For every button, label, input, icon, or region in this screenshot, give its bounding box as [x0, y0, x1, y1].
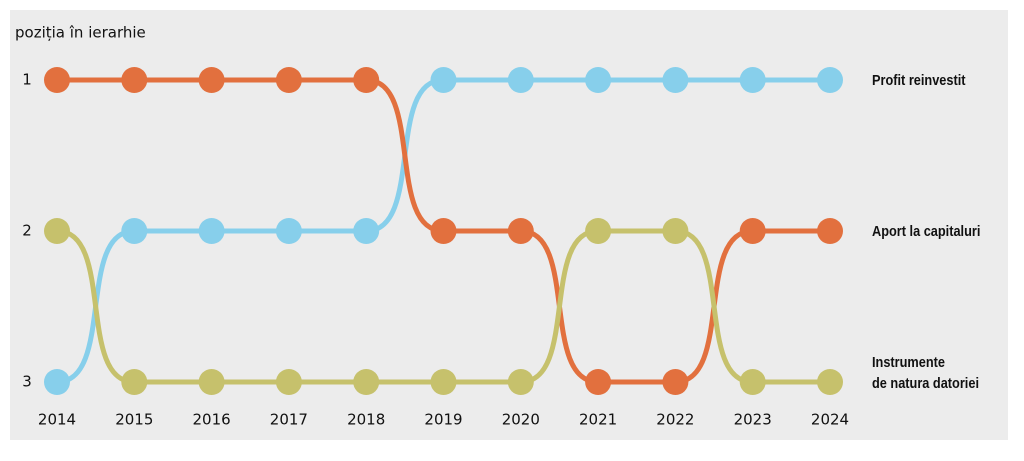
point [198, 67, 225, 93]
y-tick-label: 1 [22, 71, 32, 89]
point [44, 218, 70, 244]
series-label: Aport la capitaluri [872, 222, 981, 240]
x-tick-label: 2017 [270, 411, 308, 429]
point [430, 369, 457, 395]
point [507, 67, 534, 93]
x-tick-label: 2024 [811, 411, 849, 429]
point [662, 369, 689, 395]
point [507, 369, 534, 395]
point [198, 218, 225, 244]
y-tick-label: 3 [22, 373, 32, 391]
series-label: Profit reinvestit [872, 71, 966, 89]
point [275, 218, 302, 244]
x-tick-label: 2020 [502, 411, 540, 429]
x-tick-label: 2022 [656, 411, 694, 429]
x-tick-label: 2015 [115, 411, 153, 429]
x-tick-label: 2014 [38, 411, 76, 429]
point [198, 369, 225, 395]
point [121, 67, 148, 93]
point [44, 369, 70, 395]
point [507, 218, 534, 244]
x-tick-label: 2023 [734, 411, 772, 429]
point [121, 369, 148, 395]
point [585, 369, 612, 395]
x-tick-label: 2018 [347, 411, 385, 429]
point [44, 67, 70, 93]
point [817, 218, 843, 244]
point [275, 369, 302, 395]
point [353, 369, 380, 395]
point [585, 67, 612, 93]
x-tick-label: 2016 [193, 411, 231, 429]
point [585, 218, 612, 244]
point [662, 218, 689, 244]
point [275, 67, 302, 93]
point [430, 218, 457, 244]
point [430, 67, 457, 93]
y-tick-label: 2 [22, 222, 32, 240]
point [353, 218, 380, 244]
point [817, 369, 843, 395]
point [739, 369, 766, 395]
panel [10, 10, 1008, 440]
point [662, 67, 689, 93]
point [817, 67, 843, 93]
point [353, 67, 380, 93]
series-line [56, 77, 830, 385]
point [121, 218, 148, 244]
y-axis-label: poziția în ierarhie [15, 24, 146, 42]
x-tick-label: 2021 [579, 411, 617, 429]
x-tick-label: 2019 [424, 411, 462, 429]
point [739, 67, 766, 93]
series-label: Instrumente de natura datoriei [872, 354, 979, 392]
point [739, 218, 766, 244]
